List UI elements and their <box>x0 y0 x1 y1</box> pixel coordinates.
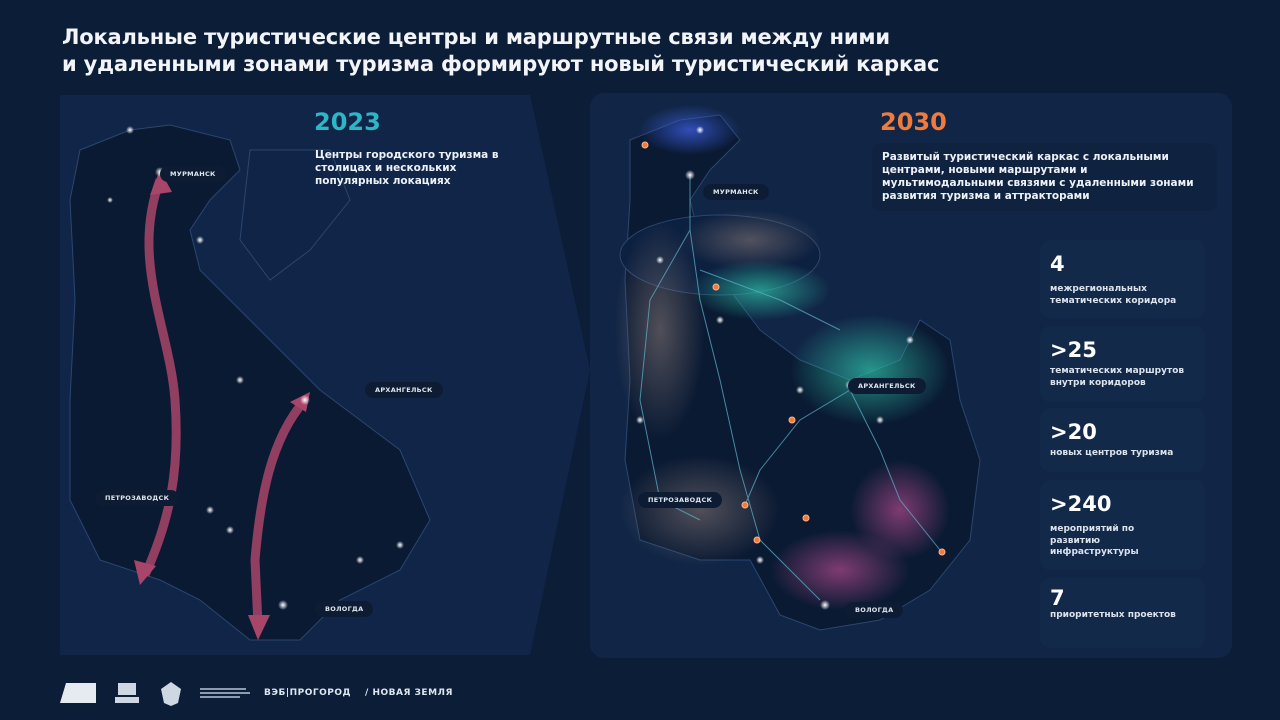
route-arrow-arkhangelsk-vologda <box>250 397 309 626</box>
year-2030: 2030 <box>880 108 947 136</box>
city-label-vologda: ВОЛОГДА <box>315 601 374 617</box>
city-label-arkhangelsk: АРХАНГЕЛЬСК <box>848 378 926 394</box>
stat-label: приоритетных проектов <box>1050 610 1176 620</box>
stat-value: 4 <box>1050 252 1065 276</box>
government-building-logo <box>115 683 139 703</box>
stat-value: >240 <box>1050 492 1112 516</box>
city-label-murmansk: МУРМАНСК <box>160 166 226 182</box>
page-title: Локальные туристические центры и маршрут… <box>62 24 939 78</box>
novaya-zemlya-logo: / НОВАЯ ЗЕМЛЯ <box>365 688 453 698</box>
left-map-land <box>69 124 431 641</box>
route-arrow-murmansk-petrozavodsk <box>140 178 181 577</box>
stat-value: 7 <box>1050 586 1065 610</box>
stat-value: >20 <box>1050 420 1097 444</box>
stat-card-corridors: 4 межрегиональных тематических коридора <box>1040 240 1205 318</box>
city-label-vologda: ВОЛОГДА <box>845 602 904 618</box>
stat-card-events: >240 мероприятий по развитию инфраструкт… <box>1040 480 1205 570</box>
gov-program-logo <box>60 683 96 703</box>
stat-label: мероприятий по развитию инфраструктуры <box>1050 524 1139 557</box>
title-line-2: и удаленными зонами туризма формируют но… <box>62 52 940 76</box>
stat-label: новых центров туризма <box>1050 448 1174 458</box>
city-label-petrozavodsk: ПЕТРОЗАВОДСК <box>638 492 723 508</box>
city-label-petrozavodsk: ПЕТРОЗАВОДСК <box>95 490 180 506</box>
title-line-1: Локальные туристические центры и маршрут… <box>62 25 890 49</box>
description-2030: Развитый туристический каркас с локальны… <box>872 143 1217 211</box>
footer-logos: ВЭБ|ПРОГОРОД / НОВАЯ ЗЕМЛЯ <box>58 678 453 708</box>
veb-progorod-logo: ВЭБ|ПРОГОРОД <box>264 688 352 698</box>
stat-value: >25 <box>1050 338 1097 362</box>
eagle-emblem-logo <box>161 682 181 706</box>
ministry-logo-text <box>200 688 250 698</box>
city-label-murmansk: МУРМАНСК <box>703 184 769 200</box>
stat-card-centers: >20 новых центров туризма <box>1040 408 1205 472</box>
city-label-arkhangelsk: АРХАНГЕЛЬСК <box>365 382 443 398</box>
year-2023: 2023 <box>314 108 381 136</box>
stat-label: тематических маршрутов внутри коридоров <box>1050 366 1185 388</box>
stat-card-routes: >25 тематических маршрутов внутри коридо… <box>1040 326 1205 402</box>
description-2023: Центры городского туризма в столицах и н… <box>315 149 499 187</box>
stat-card-projects: 7 приоритетных проектов <box>1040 578 1205 648</box>
stat-label: межрегиональных тематических коридора <box>1050 284 1177 306</box>
